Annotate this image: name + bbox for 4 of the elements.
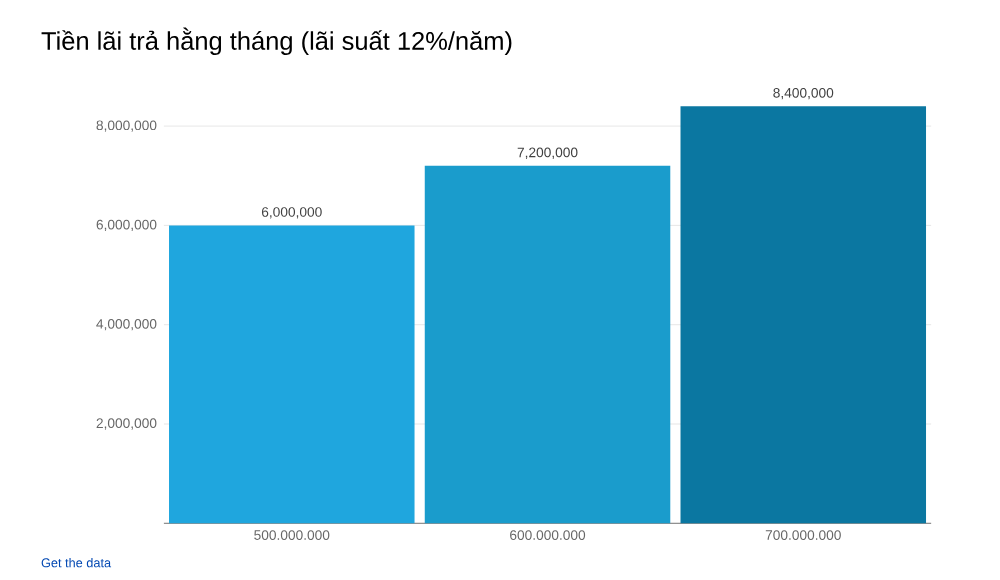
bar: [169, 225, 415, 524]
chart-title: Tiền lãi trả hằng tháng (lãi suất 12%/năm): [41, 27, 512, 55]
bar: [680, 106, 927, 524]
bar: [424, 165, 671, 524]
